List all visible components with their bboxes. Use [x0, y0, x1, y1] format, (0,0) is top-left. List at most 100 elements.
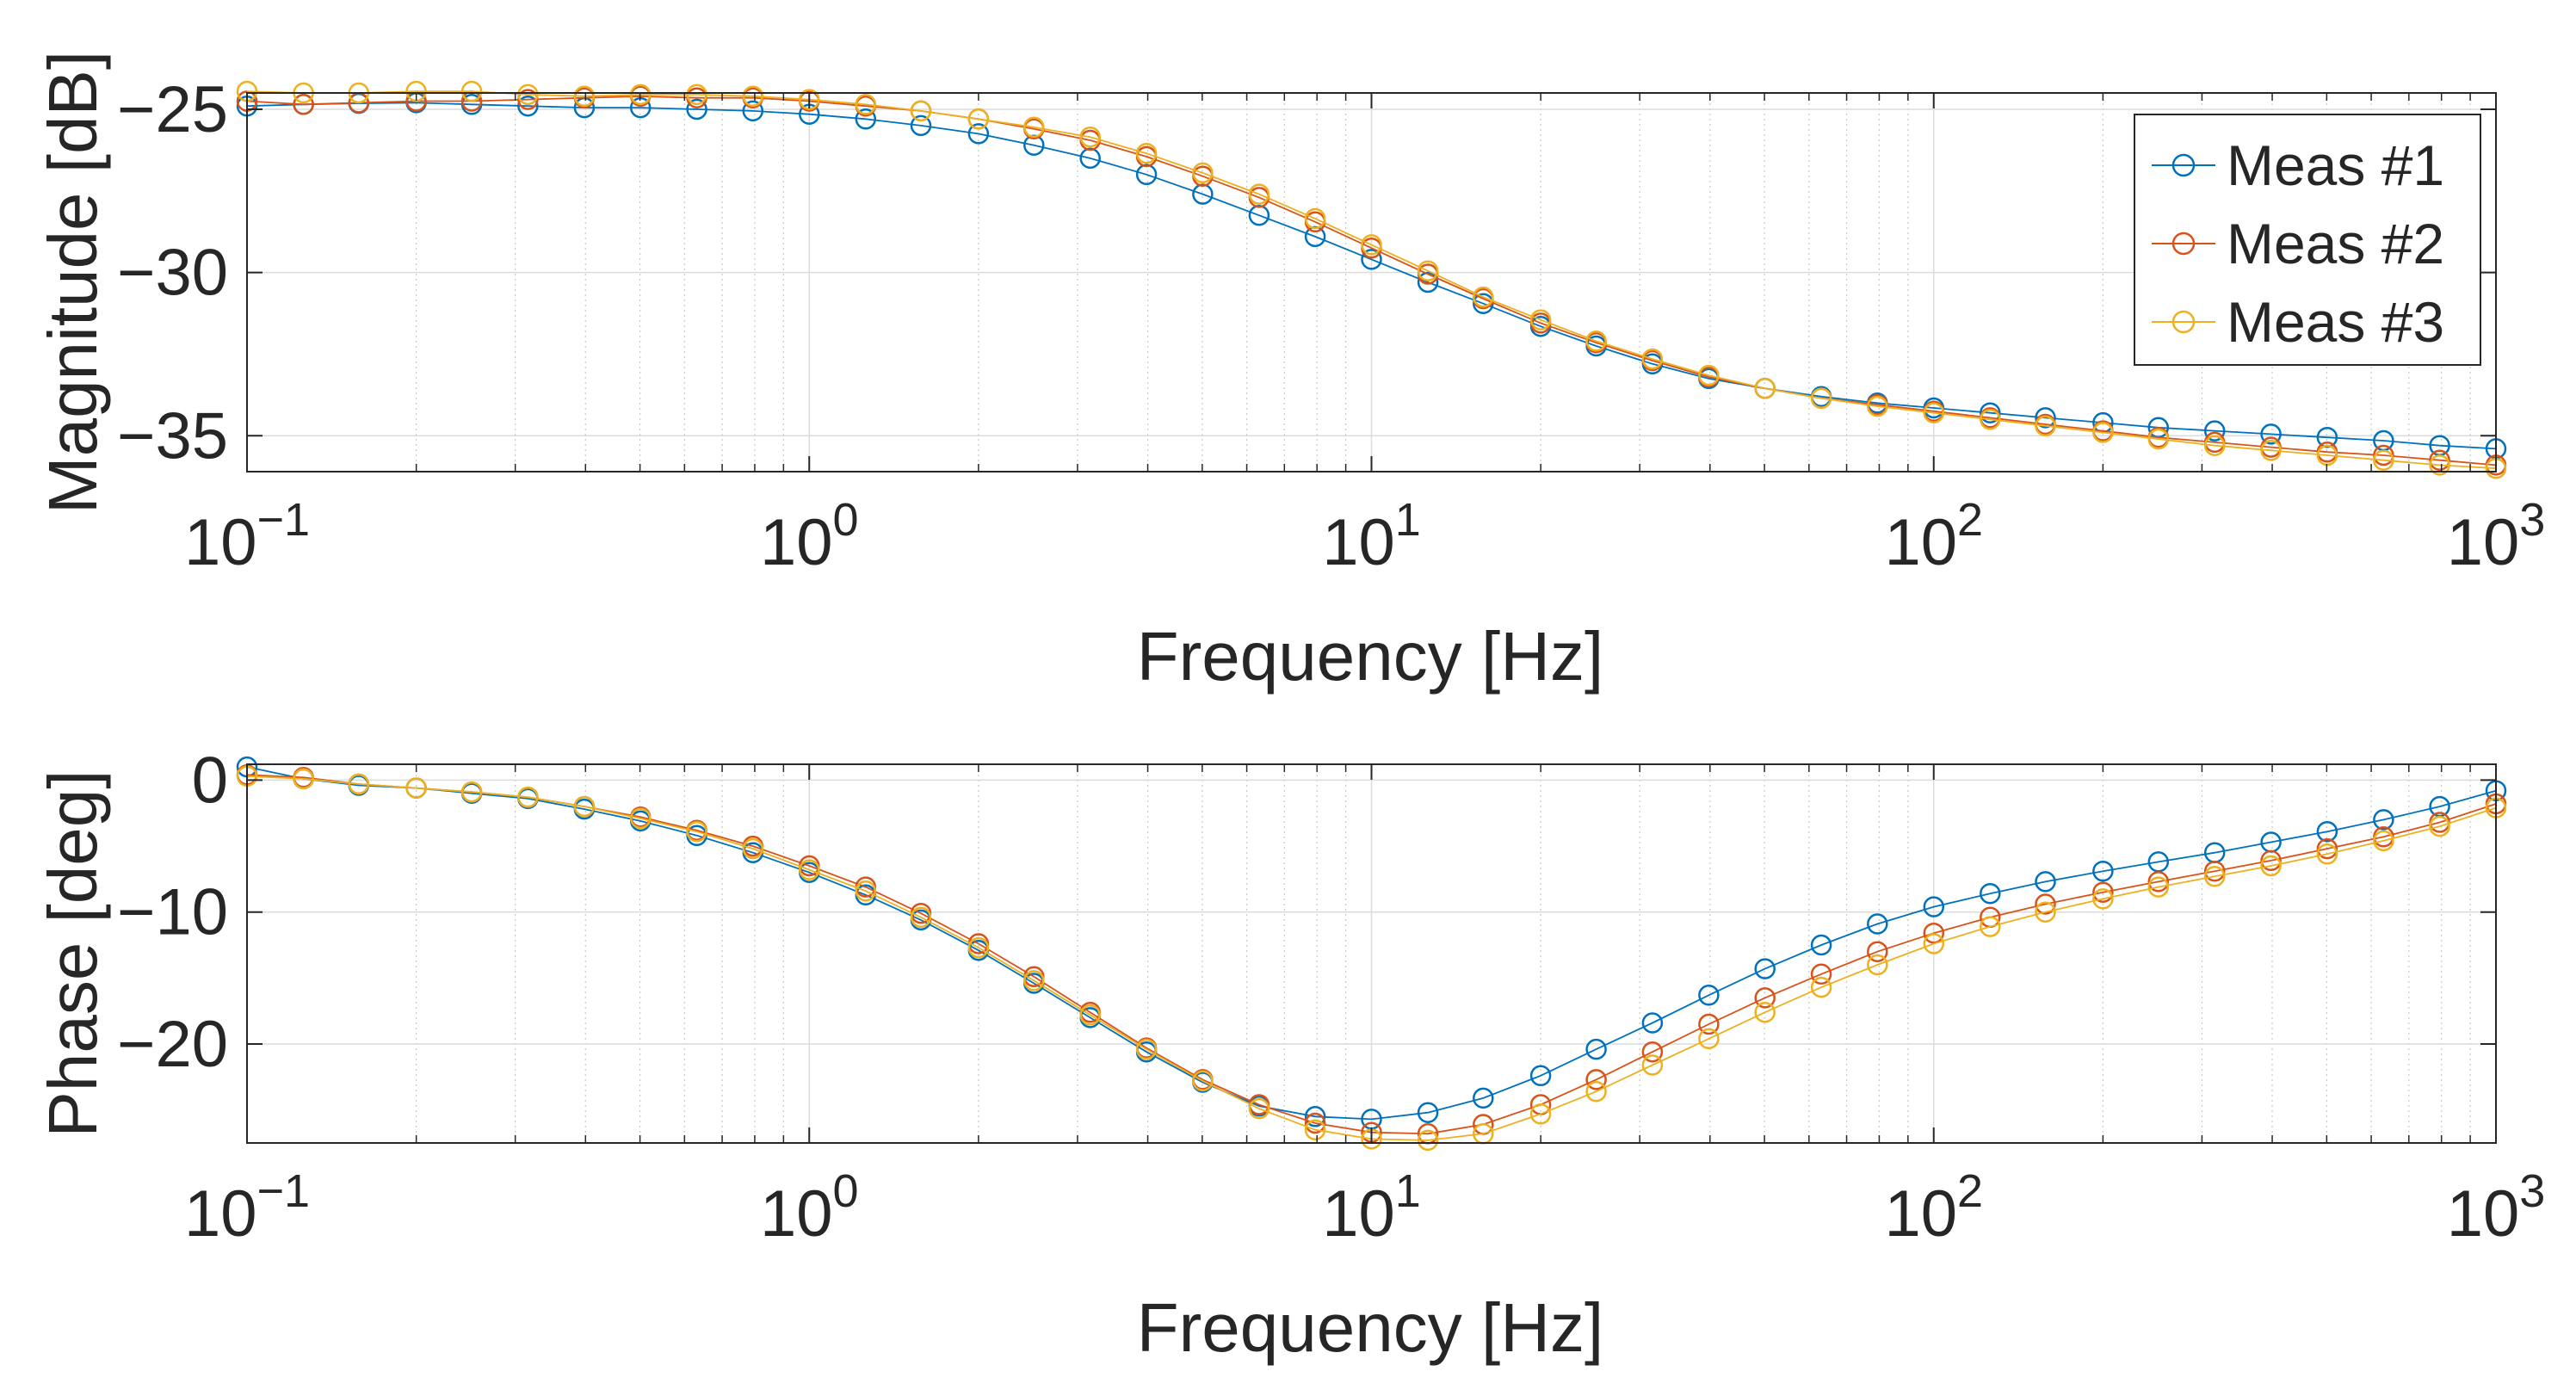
- data-point: [2316, 843, 2338, 865]
- legend-entry-meas-3: Meas #3: [2152, 290, 2444, 354]
- data-point: [2429, 454, 2450, 476]
- y-tick-label: −35: [117, 399, 228, 473]
- data-point: [1810, 387, 1832, 409]
- data-point: [1923, 922, 1945, 944]
- data-point: [1754, 1001, 1776, 1023]
- x-tick-label-base: 10: [1322, 506, 1395, 579]
- data-point: [1923, 402, 1945, 423]
- data-point: [2147, 871, 2170, 893]
- data-point: [1473, 286, 1494, 308]
- data-point: [1980, 916, 2001, 937]
- data-point: [1585, 1038, 1607, 1060]
- x-tick-label-exponent: 0: [833, 494, 859, 546]
- data-point: [2147, 876, 2170, 898]
- data-point: [2316, 837, 2338, 860]
- legend-entry-meas-2: Meas #2: [2152, 212, 2444, 275]
- magnitude-y-axis-label: Magnitude [dB]: [34, 51, 111, 514]
- x-tick-label: 102: [1884, 494, 1983, 579]
- legend: Meas #1 Meas #2 Meas #3: [2134, 114, 2481, 366]
- x-tick-label: 103: [2447, 1165, 2546, 1251]
- data-point: [799, 89, 820, 110]
- data-point: [460, 781, 483, 803]
- data-point: [1867, 913, 1888, 935]
- data-point: [517, 83, 539, 106]
- data-point: [1192, 1070, 1214, 1092]
- data-point: [2373, 809, 2394, 831]
- x-tick-label-base: 10: [2447, 1177, 2520, 1251]
- data-point: [1867, 954, 1888, 976]
- phase-y-axis-label: Phase [deg]: [34, 770, 111, 1138]
- phase-line-meas-1: [246, 766, 2497, 1121]
- magnitude-panel: 10−1 100 101 102 103−35−30−25 Frequency [Hz]…: [34, 51, 2545, 695]
- data-point: [1585, 1080, 1607, 1103]
- data-point: [1248, 183, 1270, 205]
- data-point: [1980, 409, 2001, 430]
- x-tick-label-base: 10: [760, 506, 833, 579]
- data-point: [1529, 1103, 1552, 1125]
- data-point: [1304, 1119, 1326, 1140]
- y-tick-label: −10: [117, 876, 228, 949]
- y-tick-label: −30: [117, 237, 228, 310]
- data-point: [2035, 871, 2056, 893]
- data-point: [967, 123, 990, 145]
- data-point: [2260, 423, 2282, 445]
- data-point: [1698, 1013, 1720, 1035]
- x-tick-label: 103: [2447, 494, 2546, 579]
- data-point: [2203, 860, 2226, 882]
- legend-label-meas-2: Meas #2: [2227, 212, 2444, 275]
- data-point: [1980, 402, 2001, 423]
- data-point: [2316, 820, 2338, 843]
- x-tick-label-exponent: 2: [1957, 1165, 1983, 1217]
- legend-marker-meas-2: [2171, 232, 2196, 256]
- data-point: [293, 94, 314, 115]
- data-point: [1135, 1038, 1158, 1060]
- x-tick-label-base: 10: [2447, 506, 2520, 579]
- data-point: [1304, 207, 1326, 230]
- data-point: [1473, 1087, 1494, 1109]
- x-tick-label-exponent: −1: [256, 1165, 310, 1217]
- data-point: [2092, 860, 2114, 882]
- data-point: [1304, 1106, 1326, 1127]
- data-point: [2203, 420, 2226, 442]
- data-point: [967, 108, 990, 130]
- data-point: [1754, 958, 1776, 979]
- data-point: [1079, 126, 1101, 148]
- data-point: [1698, 364, 1720, 386]
- data-point: [2035, 415, 2056, 437]
- data-point: [910, 114, 932, 137]
- data-point: [1135, 142, 1158, 164]
- data-point: [910, 100, 932, 122]
- data-point: [2429, 815, 2450, 837]
- data-point: [1641, 1012, 1664, 1034]
- legend-marker-meas-1: [2171, 153, 2196, 177]
- data-point: [2092, 888, 2114, 910]
- x-tick-label: 101: [1322, 1165, 1421, 1251]
- data-point: [1810, 934, 1832, 956]
- data-point: [967, 936, 990, 959]
- data-point: [2260, 855, 2282, 877]
- y-tick-label: −20: [117, 1008, 228, 1081]
- data-point: [2260, 849, 2282, 872]
- x-tick-label: 10−1: [184, 494, 310, 579]
- data-point: [1361, 249, 1382, 270]
- data-point: [2035, 407, 2056, 429]
- data-point: [573, 85, 596, 108]
- magnitude-line-meas-2: [246, 95, 2497, 466]
- data-point: [1192, 162, 1214, 184]
- data-point: [629, 83, 652, 106]
- data-point: [1585, 330, 1607, 352]
- x-tick-label-exponent: 1: [1395, 1165, 1421, 1217]
- data-point: [686, 820, 707, 843]
- data-point: [1698, 1028, 1720, 1050]
- x-tick-label: 100: [760, 494, 859, 579]
- data-point: [2203, 435, 2226, 456]
- x-tick-label-base: 10: [1884, 506, 1957, 579]
- data-point: [1023, 970, 1045, 991]
- y-tick-label: 0: [192, 744, 228, 817]
- magnitude-x-axis-label: Frequency [Hz]: [1137, 618, 1603, 695]
- data-point: [2373, 449, 2394, 471]
- data-point: [686, 98, 707, 120]
- data-point: [1698, 985, 1720, 1006]
- data-point: [1473, 293, 1494, 314]
